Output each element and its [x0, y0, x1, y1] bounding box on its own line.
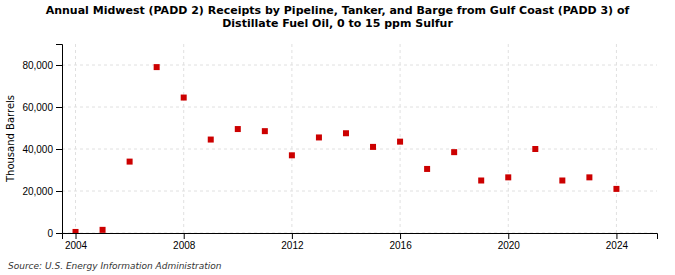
x-tick: 2004: [65, 233, 88, 251]
x-axis-line: [63, 234, 658, 240]
x-tick-mark: [184, 233, 185, 239]
point: [100, 227, 106, 233]
point: [262, 128, 268, 134]
x-tick-label: 2008: [173, 240, 196, 251]
point: [343, 130, 349, 136]
point: [451, 149, 457, 155]
point: [127, 159, 133, 165]
x-tick-label: 2024: [606, 240, 629, 251]
grid-line: [291, 44, 292, 233]
x-tick: 2016: [389, 233, 412, 251]
point: [532, 146, 538, 152]
y-tick-mark: [56, 191, 62, 192]
y-axis-title: Thousand Barrels: [5, 95, 16, 183]
point: [424, 166, 430, 172]
y-tick: 20,000: [22, 186, 62, 197]
y-tick-label: 80,000: [22, 60, 53, 71]
grid-line: [62, 107, 657, 108]
y-tick-label: 0: [47, 228, 53, 239]
y-tick: 0: [47, 228, 62, 239]
point: [154, 64, 160, 70]
grid-line: [183, 44, 184, 233]
grid-line: [75, 44, 76, 233]
y-tick-mark: [56, 149, 62, 150]
chart: 2004 2008 2012 2016 2020 2024 0 20,000 40,000 60,…: [0, 0, 675, 275]
point: [586, 174, 592, 180]
title: Annual Midwest (PADD 2) Receipts by Pipe…: [46, 4, 630, 30]
point: [289, 152, 295, 158]
y-tick-label: 60,000: [22, 102, 53, 113]
grid-line: [400, 44, 401, 233]
x-tick: 2024: [606, 233, 629, 251]
grid-line: [508, 44, 509, 233]
x-tick-mark: [616, 233, 617, 239]
grid-line: [62, 191, 657, 192]
point: [181, 95, 187, 101]
x-tick-label: 2004: [65, 240, 88, 251]
point: [235, 126, 241, 132]
point: [397, 139, 403, 145]
point: [73, 229, 79, 233]
x-tick: 2020: [498, 233, 521, 251]
x-tick-mark: [508, 233, 509, 239]
point: [505, 174, 511, 180]
y-tick: 60,000: [22, 102, 62, 113]
x-tick-label: 2020: [498, 240, 521, 251]
x-tick-mark: [76, 233, 77, 239]
y-axis-line: [56, 45, 63, 234]
y-tick: 40,000: [22, 144, 62, 155]
source: Source: U.S. Energy Information Administ…: [8, 261, 222, 271]
x-tick: 2008: [173, 233, 196, 251]
grid: [62, 44, 657, 233]
point: [559, 178, 565, 184]
x-tick-label: 2012: [281, 240, 304, 251]
y-tick-mark: [56, 107, 62, 108]
y-tick-label: 40,000: [22, 144, 53, 155]
x-tick-mark: [400, 233, 401, 239]
point: [613, 186, 619, 192]
grid-line: [62, 149, 657, 150]
grid-line: [62, 65, 657, 66]
x-tick-label: 2016: [389, 240, 412, 251]
point: [208, 137, 214, 143]
point: [370, 144, 376, 150]
points: [73, 64, 620, 233]
y-tick: 80,000: [22, 60, 62, 71]
point: [478, 178, 484, 184]
x-tick-mark: [292, 233, 293, 239]
y-axis: 0 20,000 40,000 60,000 80,000: [22, 45, 62, 239]
y-tick-mark: [56, 65, 62, 66]
y-tick-label: 20,000: [22, 186, 53, 197]
x-axis: 2004 2008 2012 2016 2020 2024: [63, 233, 658, 251]
grid-line: [616, 44, 617, 233]
y-tick-mark: [56, 233, 62, 234]
plot-area: 2004 2008 2012 2016 2020 2024 0 20,000 40,000 60,…: [22, 44, 657, 251]
x-tick: 2012: [281, 233, 304, 251]
point: [316, 134, 322, 140]
